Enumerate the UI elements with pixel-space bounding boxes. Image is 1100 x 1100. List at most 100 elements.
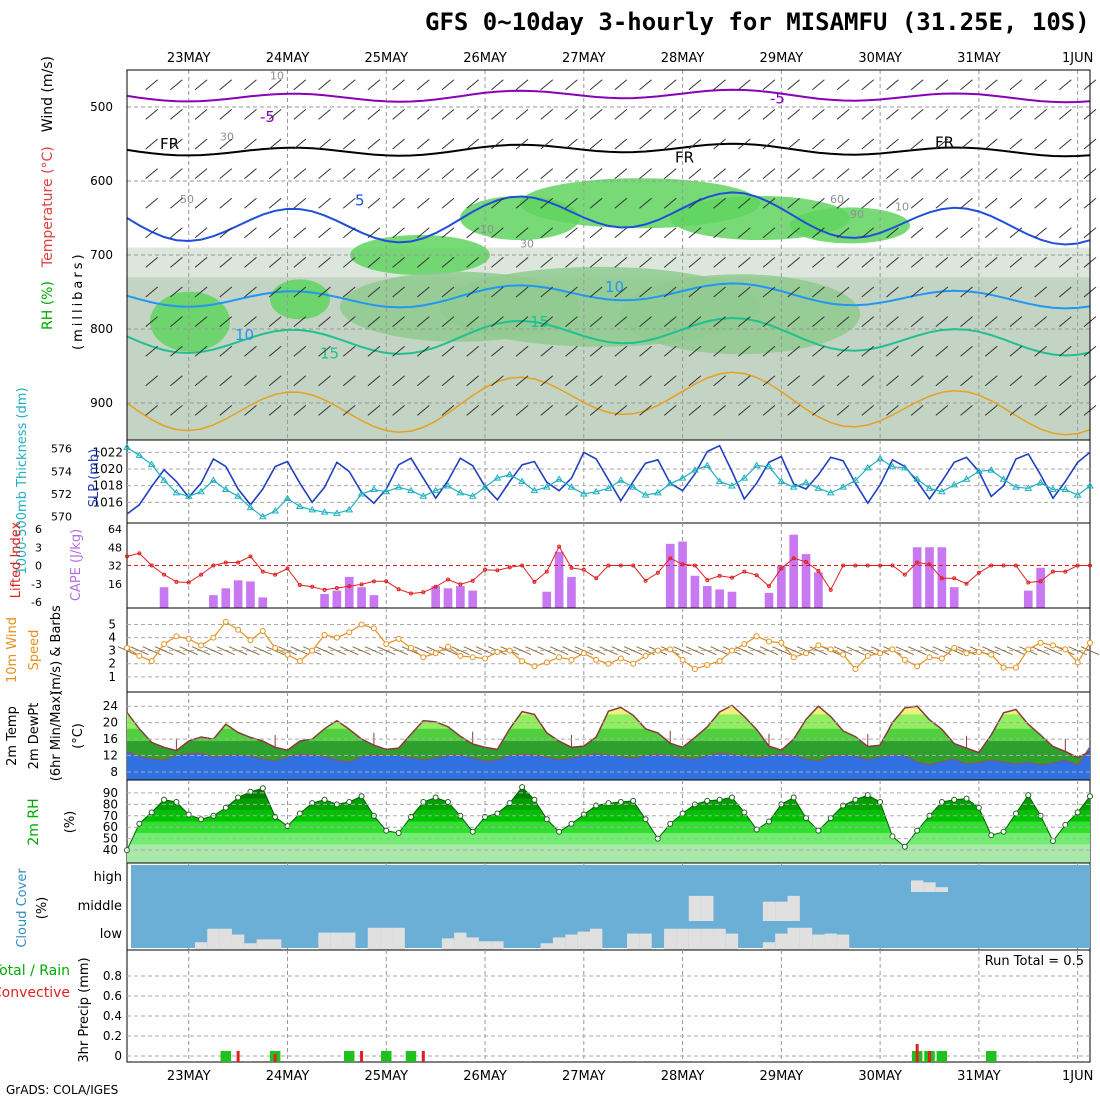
xtick-label-bottom: 25MAY [364,1069,408,1084]
wind-barb [191,646,211,656]
rh-line-point [469,828,476,835]
wind-barb [589,257,603,268]
wind-speed-line-point [296,658,303,665]
wind-barb [318,109,331,120]
lifted-index-point [446,577,450,582]
wind-barb [935,286,949,298]
ytick-label: 24 [103,699,118,713]
lifted-index-point [865,563,870,568]
wind-speed-line-point [691,665,698,672]
lifted-index-point [581,567,586,572]
wind-barb [960,316,973,327]
panel-ylabel: SLP (mb) [87,449,102,508]
wind-barb [984,197,998,209]
wind-barb [713,138,726,150]
wind-barb [639,138,652,150]
rh-line-point [198,816,205,823]
wind-speed-line-point [358,621,365,628]
xtick-label-bottom: 27MAY [562,1069,606,1084]
thickness-point [900,463,909,471]
wind-barb [589,168,603,179]
lifted-index-point [976,570,981,575]
wind-barb [318,286,331,298]
wind-barb [787,257,801,268]
wind-barb [219,79,233,91]
wind-barb [540,316,554,327]
wind-barb [414,646,433,656]
wind-speed-line-point [346,629,353,636]
contour-label: 15 [530,313,549,331]
wind-barb [441,197,455,209]
lifted-index-point [1088,563,1092,568]
cloud-bar-low [491,941,504,950]
wind-barb [416,286,430,298]
rh-line-point [914,827,921,834]
xtick-label-top: 25MAY [364,51,408,66]
wind-barb [920,646,939,656]
wind-barb [565,197,578,209]
rh-label: 10 [480,223,494,236]
lifted-index-point [1063,569,1068,574]
cloud-bar-low [639,933,652,950]
wind-speed-line-point [395,635,402,642]
wind-barb [1006,646,1026,656]
xtick-label-bottom: 1JUN [1062,1069,1093,1084]
cloud-bar-middle [688,895,702,921]
precip-convective-bar [421,1051,425,1062]
cape-bar [159,587,169,608]
wind-barb [293,375,307,387]
wind-speed-line-point [210,634,217,641]
lifted-index-point [1026,580,1031,585]
wind-barb [1009,109,1023,120]
ytick-label: 1016 [92,495,123,509]
wind-barb [623,646,643,656]
rh-line-point [827,815,834,822]
wind-barb [179,646,198,656]
wind-barb [688,79,702,91]
wind-barb [466,109,480,120]
wind-barb [762,257,776,268]
wind-barb [861,286,875,298]
wind-barb [589,286,603,298]
thickness-point [444,482,452,489]
lifted-index-point [334,586,339,591]
rh-line-point [432,794,439,801]
wind-barb [515,138,529,150]
wind-barb [614,197,628,209]
thickness-point [789,483,798,490]
rh-line-point [1074,809,1081,816]
wind-speed-line-point [852,665,859,672]
wind-speed-line-point [679,656,686,663]
lifted-index-point [186,580,191,585]
rh-line-point [1049,837,1056,844]
wind-barb [318,316,331,327]
wind-barb [1058,109,1072,120]
wind-barb [244,316,257,327]
wind-barb [1058,316,1072,327]
wind-barb [663,257,677,268]
rh-label: 50 [180,193,194,206]
wind-barb [293,109,307,120]
wind-barb [762,168,776,179]
lifted-index-line [126,545,1090,595]
wind-barb [416,79,430,91]
wind-barb [392,227,405,239]
wind-barb [244,286,257,298]
wind-barb [737,79,751,91]
wind-barb [861,168,875,179]
wind-barb [244,168,257,179]
rh-line-point [877,799,884,806]
wind-barb [392,405,405,416]
rh-line-point [556,828,563,835]
wind-speed-line-point [815,642,822,649]
lifted-index-point [767,584,771,589]
lifted-index-point [223,560,228,565]
wind-speed-line-point [259,628,266,635]
wind-barb [1034,405,1047,416]
lifted-index-point [717,573,722,578]
wind-barb [1009,257,1023,268]
lifted-index-point [643,578,648,583]
ytick-label: 1020 [92,462,123,476]
cape-bar [912,547,922,608]
wind-barb [599,646,618,656]
